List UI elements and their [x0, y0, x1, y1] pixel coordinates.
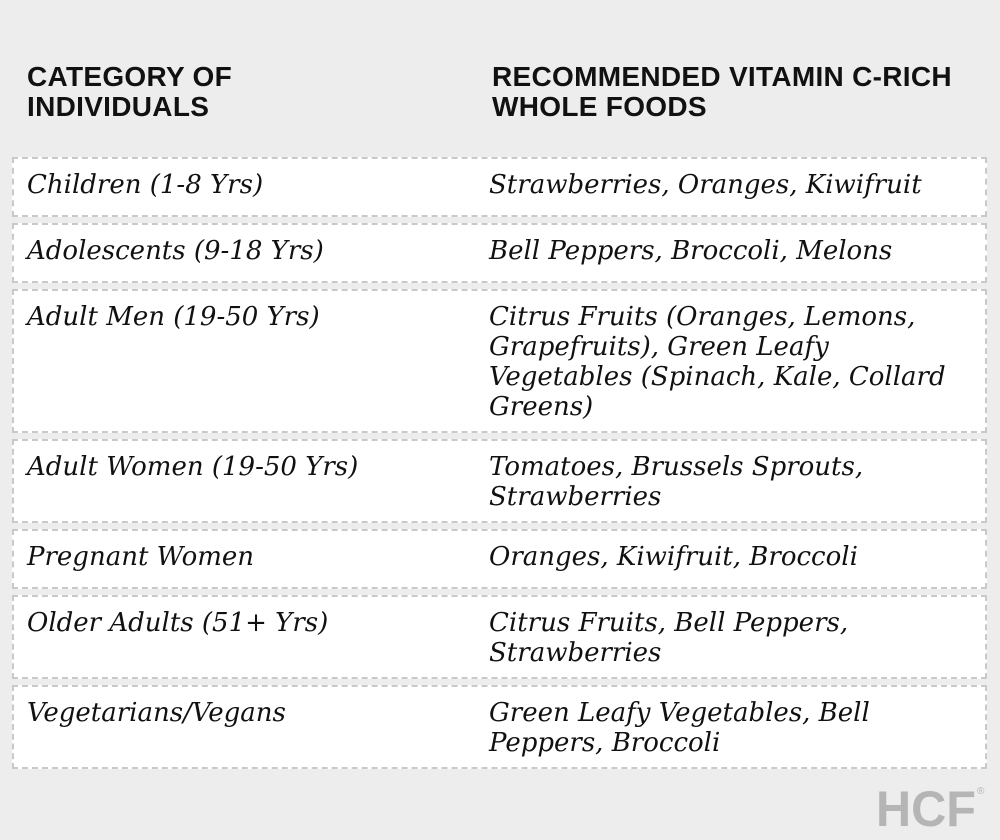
- table-row: Children (1-8 Yrs) Strawberries, Oranges…: [12, 157, 987, 217]
- foods-cell: Strawberries, Oranges, Kiwifruit: [489, 170, 922, 200]
- table-row: Adolescents (9-18 Yrs) Bell Peppers, Bro…: [12, 223, 987, 283]
- category-cell: Pregnant Women: [27, 542, 255, 572]
- category-cell: Vegetarians/Vegans: [27, 698, 286, 728]
- foods-cell: Oranges, Kiwifruit, Broccoli: [489, 542, 858, 572]
- hcf-logo-text: HCF: [876, 782, 976, 830]
- table-header: CATEGORY OF INDIVIDUALS RECOMMENDED VITA…: [0, 62, 1000, 132]
- foods-cell: Tomatoes, Brussels Sprouts, Strawberries: [489, 452, 864, 512]
- category-cell: Adult Men (19-50 Yrs): [27, 302, 320, 332]
- registered-mark-icon: ®: [977, 786, 985, 797]
- table-body: Children (1-8 Yrs) Strawberries, Oranges…: [12, 157, 987, 775]
- category-cell: Children (1-8 Yrs): [27, 170, 264, 200]
- table-row: Older Adults (51+ Yrs) Citrus Fruits, Be…: [12, 595, 987, 679]
- table-row: Pregnant Women Oranges, Kiwifruit, Brocc…: [12, 529, 987, 589]
- foods-cell: Bell Peppers, Broccoli, Melons: [489, 236, 893, 266]
- column-header-foods: RECOMMENDED VITAMIN C-RICH WHOLE FOODS: [492, 61, 952, 122]
- hcf-logo: HCF ®: [876, 782, 985, 830]
- foods-cell: Citrus Fruits (Oranges, Lemons, Grapefru…: [489, 302, 946, 422]
- table-row: Adult Men (19-50 Yrs) Citrus Fruits (Ora…: [12, 289, 987, 433]
- category-cell: Older Adults (51+ Yrs): [27, 608, 329, 638]
- table-row: Vegetarians/Vegans Green Leafy Vegetable…: [12, 685, 987, 769]
- foods-cell: Citrus Fruits, Bell Peppers, Strawberrie…: [489, 608, 849, 668]
- table-row: Adult Women (19-50 Yrs) Tomatoes, Brusse…: [12, 439, 987, 523]
- column-header-category: CATEGORY OF INDIVIDUALS: [27, 61, 233, 122]
- category-cell: Adult Women (19-50 Yrs): [27, 452, 359, 482]
- foods-cell: Green Leafy Vegetables, Bell Peppers, Br…: [489, 698, 870, 758]
- category-cell: Adolescents (9-18 Yrs): [27, 236, 324, 266]
